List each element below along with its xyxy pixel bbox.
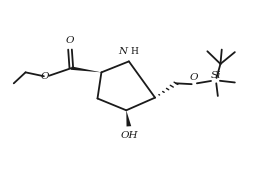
Text: O: O xyxy=(40,72,49,81)
Text: O: O xyxy=(190,73,198,82)
Text: O: O xyxy=(66,36,74,45)
Text: H: H xyxy=(131,47,139,56)
Text: OH: OH xyxy=(121,131,138,140)
Text: N: N xyxy=(118,47,128,56)
Polygon shape xyxy=(126,110,131,126)
Polygon shape xyxy=(71,66,102,72)
Text: Si: Si xyxy=(210,71,221,80)
